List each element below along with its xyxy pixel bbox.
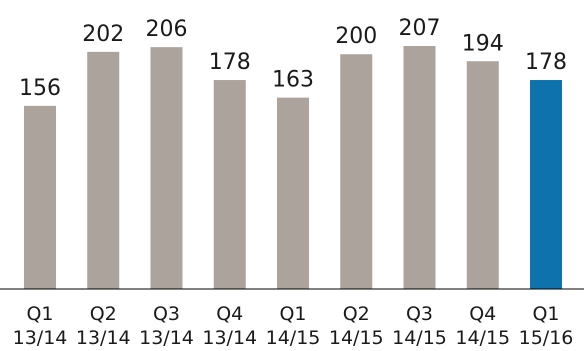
bar-1 [87, 51, 120, 290]
tick-label-quarter-7: Q4 [469, 303, 496, 325]
tick-label-year-3: 13/14 [202, 327, 257, 349]
tick-label-year-4: 14/15 [266, 327, 321, 349]
tick-label-year-2: 13/14 [139, 327, 194, 349]
bar-6 [403, 46, 436, 289]
bar-7 [466, 61, 499, 290]
value-label-4: 163 [272, 68, 314, 93]
value-label-5: 200 [335, 24, 377, 49]
bars-layer [24, 46, 562, 290]
value-labels-layer: 156 202 206 178 163 200 207 194 178 [19, 16, 567, 101]
value-label-6: 207 [399, 16, 441, 41]
tick-label-quarter-8: Q1 [532, 303, 559, 325]
tick-label-year-0: 13/14 [13, 327, 68, 349]
tick-label-quarter-3: Q4 [216, 303, 243, 325]
tick-label-quarter-5: Q2 [343, 303, 370, 325]
bar-8 [530, 80, 562, 289]
tick-labels-layer: Q113/14Q213/14Q313/14Q413/14Q114/15Q214/… [13, 303, 574, 349]
value-label-7: 194 [462, 31, 504, 56]
value-label-0: 156 [19, 76, 61, 101]
tick-label-year-8: 15/16 [519, 327, 574, 349]
tick-label-year-5: 14/15 [329, 327, 384, 349]
bar-4 [277, 97, 309, 290]
tick-label-quarter-1: Q2 [90, 303, 117, 325]
tick-label-year-1: 13/14 [76, 327, 131, 349]
value-label-3: 178 [209, 50, 251, 75]
tick-label-year-6: 14/15 [392, 327, 447, 349]
bar-2 [150, 47, 183, 289]
tick-label-quarter-0: Q1 [26, 303, 53, 325]
value-label-8: 178 [525, 50, 567, 75]
tick-label-quarter-6: Q3 [406, 303, 433, 325]
value-label-1: 202 [82, 22, 124, 47]
tick-label-quarter-2: Q3 [153, 303, 180, 325]
bar-5 [340, 54, 373, 289]
bar-0 [24, 105, 56, 290]
tick-label-quarter-4: Q1 [279, 303, 306, 325]
bar-3 [213, 80, 246, 289]
tick-label-year-7: 14/15 [455, 327, 510, 349]
value-label-2: 206 [146, 17, 188, 42]
